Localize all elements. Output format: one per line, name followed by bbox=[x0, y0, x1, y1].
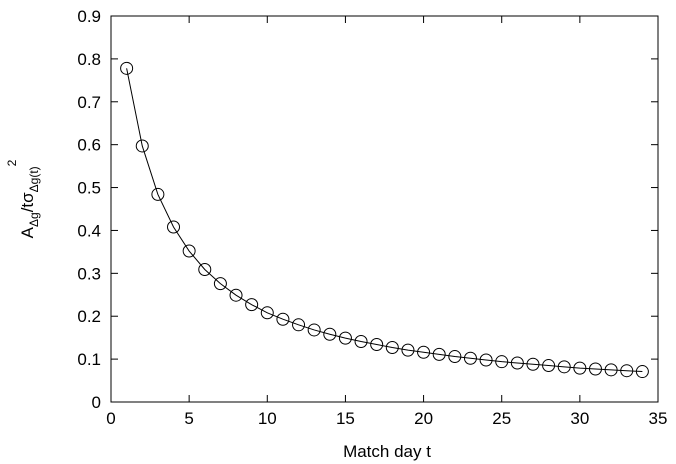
y-axis-title-sub2: Δg(t) bbox=[27, 166, 41, 192]
data-point bbox=[182, 244, 196, 258]
data-point bbox=[542, 359, 556, 373]
data-point bbox=[635, 365, 649, 379]
data-point bbox=[370, 338, 384, 352]
data-point bbox=[307, 323, 321, 337]
y-axis: 0 0.1 0.2 0.3 0.4 0.5 0.6 0.7 0.8 0.9 bbox=[77, 7, 658, 412]
data-point bbox=[260, 306, 274, 320]
data-point bbox=[510, 356, 524, 370]
x-tick-label: 10 bbox=[258, 409, 277, 428]
data-point bbox=[213, 277, 227, 291]
plot-frame bbox=[110, 15, 659, 403]
y-axis-title-main: A bbox=[18, 226, 37, 238]
x-tick-label: 25 bbox=[492, 409, 511, 428]
y-tick-label: 0.7 bbox=[77, 93, 101, 112]
data-point bbox=[323, 327, 337, 341]
data-point bbox=[526, 357, 540, 371]
data-point bbox=[495, 355, 509, 369]
x-tick-label: 20 bbox=[414, 409, 433, 428]
y-tick-label: 0.5 bbox=[77, 179, 101, 198]
data-point bbox=[354, 335, 368, 349]
series-layer bbox=[120, 61, 649, 379]
y-axis-title-mid: /tσ bbox=[18, 192, 37, 212]
data-point bbox=[338, 331, 352, 345]
data-point bbox=[557, 360, 571, 374]
y-tick-label: 0.4 bbox=[77, 221, 101, 240]
data-point bbox=[135, 139, 149, 153]
data-point bbox=[151, 187, 165, 201]
y-tick-label: 0.8 bbox=[77, 50, 101, 69]
data-point bbox=[245, 298, 259, 312]
y-tick-label: 0.6 bbox=[77, 136, 101, 155]
y-tick-label: 0.9 bbox=[77, 7, 101, 26]
data-point bbox=[432, 347, 446, 361]
x-tick-label: 15 bbox=[336, 409, 355, 428]
plot-border bbox=[110, 15, 659, 403]
data-point bbox=[479, 353, 493, 367]
data-point bbox=[463, 351, 477, 365]
y-tick-label: 0 bbox=[92, 393, 101, 412]
series-line bbox=[126, 68, 643, 373]
data-point bbox=[620, 364, 634, 378]
data-point bbox=[167, 220, 181, 234]
x-tick-label: 5 bbox=[184, 409, 193, 428]
x-tick-label: 35 bbox=[649, 409, 668, 428]
data-point bbox=[573, 361, 587, 375]
data-point bbox=[198, 262, 212, 276]
y-tick-label: 0.3 bbox=[77, 264, 101, 283]
data-point bbox=[120, 61, 134, 75]
data-point bbox=[385, 341, 399, 355]
y-axis-title: AΔg/tσΔg(t) 2 bbox=[5, 159, 41, 238]
x-tick-label: 0 bbox=[106, 409, 115, 428]
data-point bbox=[604, 363, 618, 377]
data-point bbox=[401, 343, 415, 357]
y-axis-title-sub1: Δg bbox=[27, 212, 41, 227]
y-tick-label: 0.2 bbox=[77, 307, 101, 326]
x-axis-title: Match day t bbox=[343, 442, 431, 461]
data-point bbox=[292, 318, 306, 332]
data-point bbox=[588, 362, 602, 376]
data-point bbox=[229, 288, 243, 302]
data-point bbox=[276, 312, 290, 326]
data-point bbox=[448, 350, 462, 364]
y-tick-label: 0.1 bbox=[77, 350, 101, 369]
data-point bbox=[417, 345, 431, 359]
y-axis-title-sup: 2 bbox=[5, 159, 19, 166]
x-axis: 0 5 10 15 20 25 30 35 bbox=[106, 16, 667, 428]
x-tick-label: 30 bbox=[570, 409, 589, 428]
